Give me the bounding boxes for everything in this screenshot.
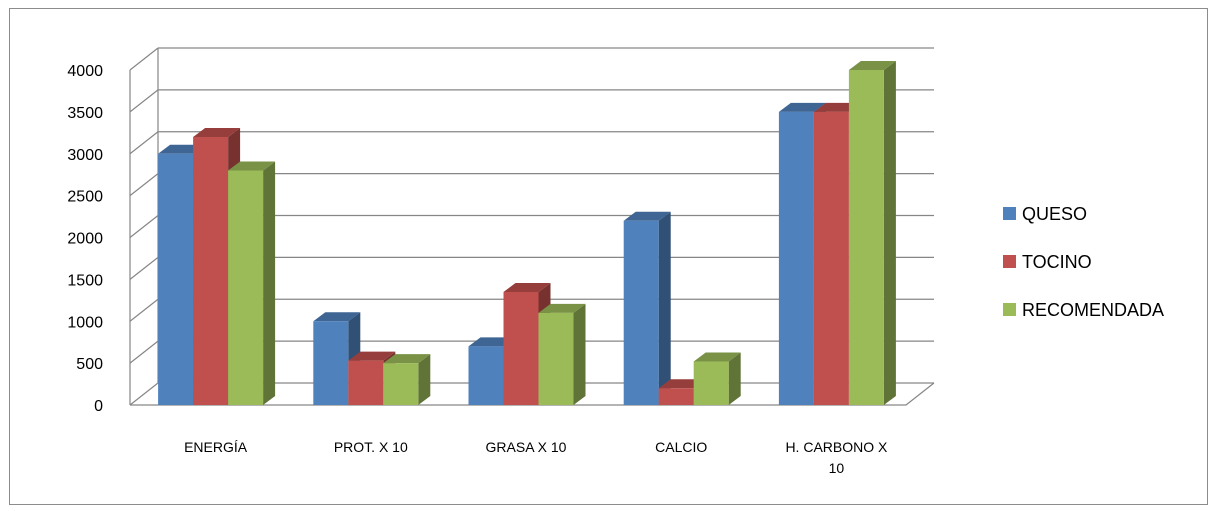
legend-swatch-queso: [1003, 207, 1016, 220]
y-tick-label: 0: [94, 398, 103, 415]
bar-recomendada-1: [383, 354, 431, 405]
bar-recomendada-3: [693, 352, 741, 405]
legend-swatch-tocino: [1003, 255, 1016, 268]
x-tick-label: PROT. X 10: [334, 439, 408, 455]
y-tick-label: 1500: [67, 272, 103, 289]
bars-layer: [158, 61, 896, 405]
gridline-side: [129, 256, 159, 280]
y-axis-ticks: 0 500 1000 1500 2000 2500 3000 3500 4000: [67, 63, 103, 415]
gridline-side: [129, 173, 159, 197]
legend-label-queso: QUESO: [1022, 204, 1087, 224]
legend-label-tocino: TOCINO: [1022, 252, 1092, 272]
x-tick-label: ENERGÍA: [184, 439, 248, 455]
legend: QUESO TOCINO RECOMENDADA: [1003, 204, 1164, 320]
gridline-side: [129, 382, 159, 406]
y-tick-label: 4000: [67, 63, 103, 80]
gridline-side: [129, 47, 159, 71]
bar-queso-3: [623, 211, 671, 405]
y-tick-label: 500: [76, 356, 103, 373]
gridline-side: [129, 215, 159, 238]
bar-recomendada-0: [228, 161, 276, 405]
x-axis-ticks: ENERGÍA PROT. X 10 GRASA X 10 CALCIO H. CARB…: [184, 439, 888, 476]
gridline-side: [129, 298, 159, 322]
legend-swatch-recomendada: [1003, 303, 1016, 316]
x-tick-label: H. CARBONO X 10: [785, 439, 888, 476]
gridline-side: [129, 131, 159, 155]
y-tick-label: 2500: [67, 189, 103, 206]
y-tick-label: 3500: [67, 105, 103, 122]
y-tick-label: 1000: [67, 314, 103, 331]
bar-recomendada-4: [848, 61, 896, 405]
y-tick-label: 2000: [67, 231, 103, 248]
y-tick-label: 3000: [67, 147, 103, 164]
legend-label-recomendada: RECOMENDADA: [1022, 300, 1164, 320]
gridline-side: [129, 89, 159, 113]
gridline-side: [129, 340, 159, 364]
x-tick-label: GRASA X 10: [486, 439, 567, 455]
x-tick-label: CALCIO: [655, 439, 707, 455]
bar-recomendada-2: [538, 303, 586, 405]
